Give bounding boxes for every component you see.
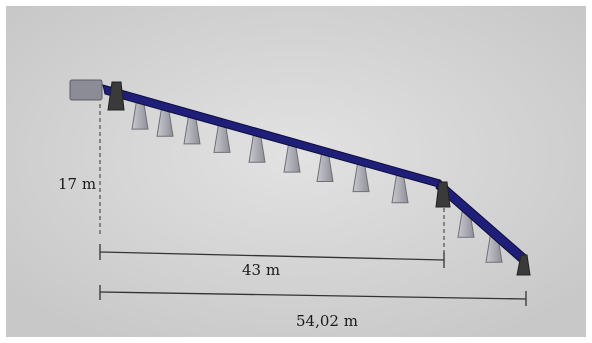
- pivot-housing: [69, 79, 103, 101]
- dimension-line-total-span: [99, 291, 527, 300]
- support-end: [516, 254, 531, 276]
- dimension-line-first-span: [99, 251, 445, 261]
- total-span-label: 54,02 m: [296, 312, 358, 330]
- support-pivot: [107, 81, 125, 111]
- first-span-label: 43 m: [242, 261, 280, 279]
- height-label: 17 m: [58, 175, 96, 193]
- support-middle: [435, 181, 451, 208]
